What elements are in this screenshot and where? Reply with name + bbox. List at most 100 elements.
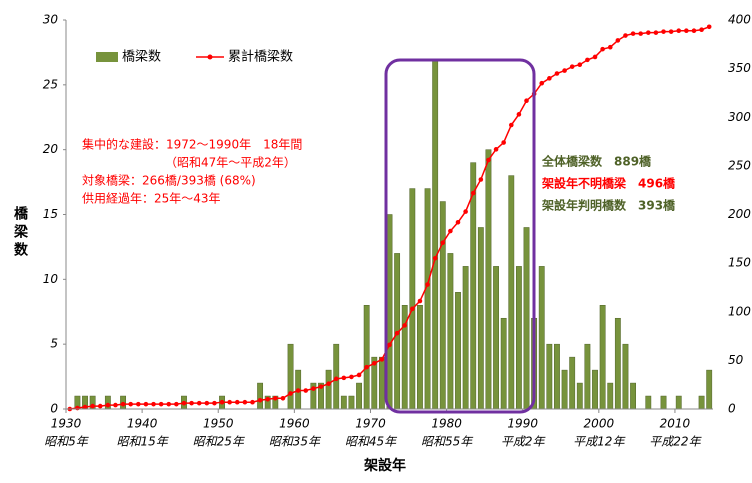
line-point — [668, 29, 674, 34]
line-point — [569, 64, 575, 69]
line-point — [227, 399, 232, 405]
bar — [439, 201, 446, 410]
line-point — [250, 399, 255, 405]
x-tick-sublabel: 平成2年 — [501, 435, 547, 449]
x-tick-label: 1930 — [51, 417, 82, 431]
line-point — [75, 405, 80, 411]
bar — [500, 317, 507, 410]
line-point — [349, 374, 354, 380]
line-point — [508, 122, 514, 128]
line-point — [189, 400, 194, 406]
bar — [561, 369, 568, 410]
bar — [538, 266, 545, 410]
line-point — [440, 240, 446, 246]
line-point — [387, 342, 392, 348]
bar — [645, 395, 652, 410]
line-point — [501, 140, 506, 145]
line-point — [196, 400, 202, 406]
x-tick-label: 1960 — [279, 417, 310, 431]
bar — [378, 356, 385, 410]
line-point — [333, 376, 339, 382]
line-point — [691, 28, 697, 33]
x-tick-sublabel: 昭和15年 — [116, 435, 169, 449]
bar — [363, 305, 370, 410]
line-point — [303, 388, 309, 393]
line-point — [425, 282, 430, 287]
line-point — [684, 28, 689, 33]
line-point — [653, 30, 659, 35]
bar — [455, 292, 461, 410]
line-point — [585, 57, 590, 63]
y2-tick-label: 50 — [728, 353, 744, 367]
bar — [614, 317, 621, 410]
line-point — [242, 399, 248, 405]
bar — [325, 369, 332, 410]
bar — [477, 227, 484, 410]
summary-box — [538, 150, 714, 216]
line-point — [516, 112, 522, 117]
line-point — [470, 190, 476, 196]
x-tick-label: 1980 — [431, 417, 462, 431]
legend-swatch — [96, 52, 118, 62]
line-point — [105, 402, 111, 408]
line-point — [661, 29, 666, 34]
line-point — [493, 147, 499, 152]
summary-text: 架設年判明橋数 393橋 — [541, 198, 676, 213]
line-point — [311, 386, 316, 391]
line-point — [699, 27, 704, 33]
line-point — [592, 54, 598, 60]
x-tick-label: 1990 — [507, 417, 538, 431]
line-point — [402, 323, 408, 328]
bar — [424, 188, 431, 410]
line-point — [341, 375, 347, 381]
annotation: 対象橋梁：266橋/393橋 (68%) — [82, 173, 256, 188]
x-tick-sublabel: 昭和25年 — [193, 435, 246, 449]
legend-swatch — [207, 54, 213, 60]
bar — [356, 382, 362, 410]
line-point — [257, 397, 263, 403]
bar — [706, 369, 713, 410]
y-tick-label: 0 — [50, 402, 58, 416]
line-point — [181, 400, 187, 406]
line-point — [120, 401, 126, 407]
bar — [508, 175, 515, 410]
x-tick-label: 2010 — [660, 417, 691, 431]
summary-text: 架設年不明橋梁 496橋 — [541, 176, 676, 191]
bar — [287, 343, 294, 410]
line-point — [676, 28, 682, 33]
bar — [660, 395, 667, 410]
x-tick-sublabel: 昭和55年 — [421, 435, 474, 449]
bar — [386, 214, 393, 410]
legend-label: 橋梁数 — [122, 50, 161, 65]
annotation: 供用経過年：25年～43年 — [82, 192, 221, 206]
bar — [584, 343, 591, 410]
bar — [622, 343, 629, 410]
y-tick-label: 30 — [43, 13, 59, 27]
line-point — [166, 401, 172, 407]
bar — [432, 58, 439, 410]
annotation: 集中的な建設：1972～1990年 18年間 — [82, 137, 302, 152]
line-point — [630, 31, 636, 36]
x-tick-label: 1940 — [127, 417, 158, 431]
y2-tick-label: 100 — [728, 304, 751, 318]
line-point — [265, 396, 271, 402]
y2-tick-label: 0 — [728, 402, 736, 416]
legend-label: 累計橋梁数 — [228, 49, 293, 65]
line-point — [143, 401, 149, 407]
line-point — [113, 402, 118, 408]
bar — [257, 382, 264, 410]
line-point — [410, 306, 415, 312]
line-point — [82, 404, 88, 410]
bar — [576, 382, 583, 410]
bar — [607, 382, 614, 410]
line-point — [273, 396, 278, 401]
bar — [599, 305, 606, 410]
line-point — [288, 391, 293, 396]
highlight-box — [384, 58, 536, 414]
line-point — [706, 24, 712, 30]
line-point — [280, 396, 286, 401]
line-point — [539, 80, 545, 86]
bar — [348, 395, 355, 410]
line-point — [364, 364, 369, 370]
y2-tick-label: 350 — [728, 61, 751, 75]
